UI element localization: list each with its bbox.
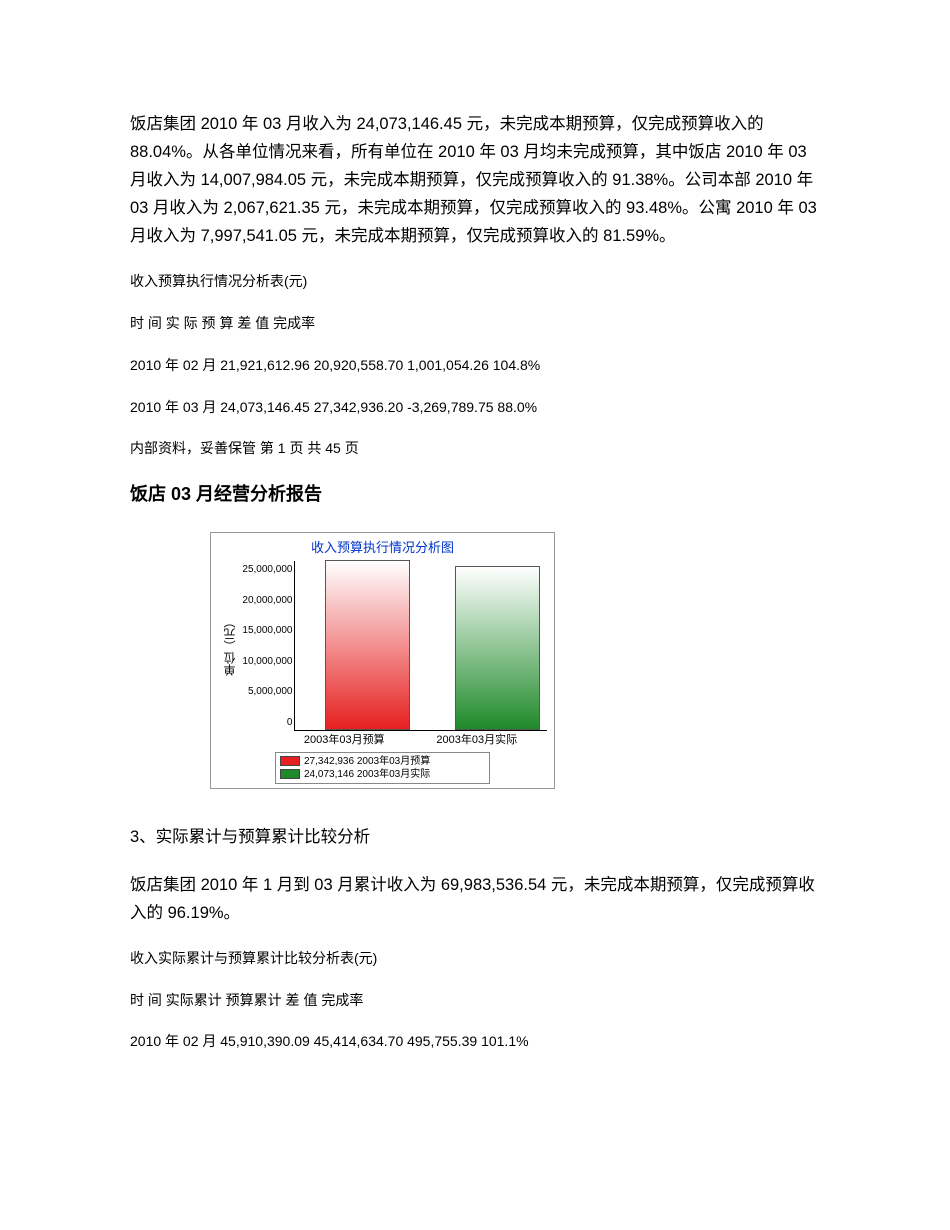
intro-paragraph: 饭店集团 2010 年 03 月收入为 24,073,146.45 元，未完成本…	[130, 110, 820, 250]
chart-x-ticks: 2003年03月预算 2003年03月实际	[278, 731, 543, 750]
chart-y-axis-label: 单位（元）	[218, 561, 242, 731]
ytick: 20,000,000	[242, 592, 292, 609]
legend-swatch	[280, 756, 300, 766]
legend-swatch	[280, 769, 300, 779]
chart-title: 收入预算执行情况分析图	[218, 537, 547, 559]
section-title: 饭店 03 月经营分析报告	[130, 479, 820, 510]
legend-text: 24,073,146 2003年03月实际	[304, 768, 430, 781]
section3-heading: 3、实际累计与预算累计比较分析	[130, 823, 820, 851]
ytick: 5,000,000	[242, 683, 292, 700]
chart-plot-area	[294, 561, 547, 731]
table2-row1: 2010 年 02 月 45,910,390.09 45,414,634.70 …	[130, 1030, 820, 1054]
ytick: 10,000,000	[242, 653, 292, 670]
table1-row2: 2010 年 03 月 24,073,146.45 27,342,936.20 …	[130, 396, 820, 420]
table2-header: 时 间 实际累计 预算累计 差 值 完成率	[130, 989, 820, 1013]
legend-item: 24,073,146 2003年03月实际	[280, 768, 485, 781]
chart-y-ticks: 25,000,000 20,000,000 15,000,000 10,000,…	[242, 561, 294, 731]
xtick: 2003年03月实际	[411, 731, 544, 750]
section3-paragraph: 饭店集团 2010 年 1 月到 03 月累计收入为 69,983,536.54…	[130, 871, 820, 927]
revenue-budget-chart: 收入预算执行情况分析图 单位（元） 25,000,000 20,000,000 …	[210, 532, 555, 789]
internal-footer-note: 内部资料，妥善保管 第 1 页 共 45 页	[130, 437, 820, 461]
table1-header: 时 间 实 际 预 算 差 值 完成率	[130, 312, 820, 336]
xtick: 2003年03月预算	[278, 731, 411, 750]
table1-title: 收入预算执行情况分析表(元)	[130, 270, 820, 294]
table2-title: 收入实际累计与预算累计比较分析表(元)	[130, 947, 820, 971]
legend-item: 27,342,936 2003年03月预算	[280, 755, 485, 768]
legend-text: 27,342,936 2003年03月预算	[304, 755, 430, 768]
table1-row1: 2010 年 02 月 21,921,612.96 20,920,558.70 …	[130, 354, 820, 378]
chart-bar	[455, 566, 540, 730]
chart-legend: 27,342,936 2003年03月预算 24,073,146 2003年03…	[275, 752, 490, 784]
ytick: 25,000,000	[242, 561, 292, 578]
chart-bar	[325, 560, 410, 730]
ytick: 0	[242, 714, 292, 731]
ytick: 15,000,000	[242, 622, 292, 639]
